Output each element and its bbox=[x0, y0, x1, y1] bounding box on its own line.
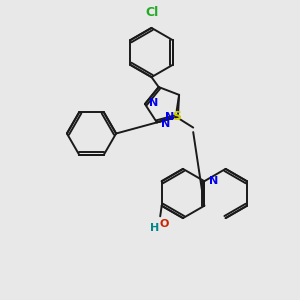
Text: N: N bbox=[161, 118, 170, 129]
Text: N: N bbox=[149, 98, 158, 108]
Text: N: N bbox=[208, 176, 218, 186]
Text: S: S bbox=[172, 110, 181, 123]
Text: Cl: Cl bbox=[145, 7, 158, 20]
Text: O: O bbox=[159, 219, 169, 229]
Text: H: H bbox=[151, 223, 160, 233]
Text: N: N bbox=[164, 112, 174, 122]
